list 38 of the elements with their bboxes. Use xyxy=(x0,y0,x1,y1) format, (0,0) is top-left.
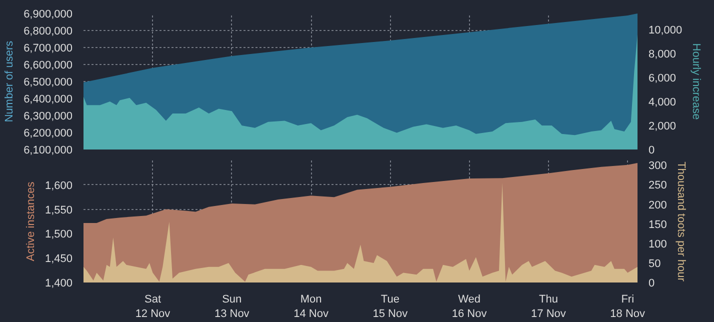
y2-tick-label: 4,000 xyxy=(648,96,676,108)
y2-tick-label: 200 xyxy=(648,199,667,212)
y2-tick-label: 8,000 xyxy=(648,48,676,60)
y2-axis-title: Hourly increase xyxy=(690,43,702,120)
y2-tick-label: 10,000 xyxy=(648,24,682,36)
y-tick-label: 6,300,000 xyxy=(24,110,72,122)
y2-tick-label: 0 xyxy=(648,278,655,290)
y-tick-label: 1,400 xyxy=(44,278,73,290)
x-tick-label: Thu 17 Nov xyxy=(531,294,566,320)
x-tick-label: Wed 16 Nov xyxy=(452,294,488,320)
y2-tick-label: 150 xyxy=(648,218,667,231)
y-tick-label: 6,700,000 xyxy=(24,42,72,54)
y-tick-label: 6,400,000 xyxy=(24,94,72,106)
y2-tick-label: 6,000 xyxy=(648,72,676,84)
y-tick-label: 1,600 xyxy=(44,180,73,192)
y-tick-label: 1,500 xyxy=(44,228,73,241)
y-tick-label: 6,900,000 xyxy=(24,8,72,20)
x-tick-label: Sun 13 Nov xyxy=(214,294,250,320)
y2-tick-label: 2,000 xyxy=(648,120,676,132)
x-tick-label: Fri 18 Nov xyxy=(610,294,646,320)
x-tick-label: Sat 12 Nov xyxy=(135,294,171,320)
y-tick-label: 1,550 xyxy=(44,204,73,216)
y2-tick-label: 250 xyxy=(648,180,667,192)
y-axis-title: Number of users xyxy=(4,40,16,122)
y-tick-label: 6,500,000 xyxy=(24,76,72,88)
y-tick-label: 6,800,000 xyxy=(24,26,72,38)
x-tick-label: Mon 14 Nov xyxy=(294,294,329,320)
y-tick-label: 6,200,000 xyxy=(24,128,72,140)
y-axis-title: Active instances xyxy=(24,181,37,262)
y2-tick-label: 100 xyxy=(648,238,667,250)
y-tick-label: 6,600,000 xyxy=(24,60,72,72)
x-tick-label: Tue 15 Nov xyxy=(372,294,408,320)
y2-tick-label: 50 xyxy=(648,258,661,270)
y2-tick-label: 300 xyxy=(648,160,667,172)
y-tick-label: 1,450 xyxy=(44,253,73,266)
y2-axis-title: Thousand toots per hour xyxy=(674,162,687,282)
y-tick-label: 6,100,000 xyxy=(24,144,72,156)
y2-tick-label: 0 xyxy=(648,144,655,156)
